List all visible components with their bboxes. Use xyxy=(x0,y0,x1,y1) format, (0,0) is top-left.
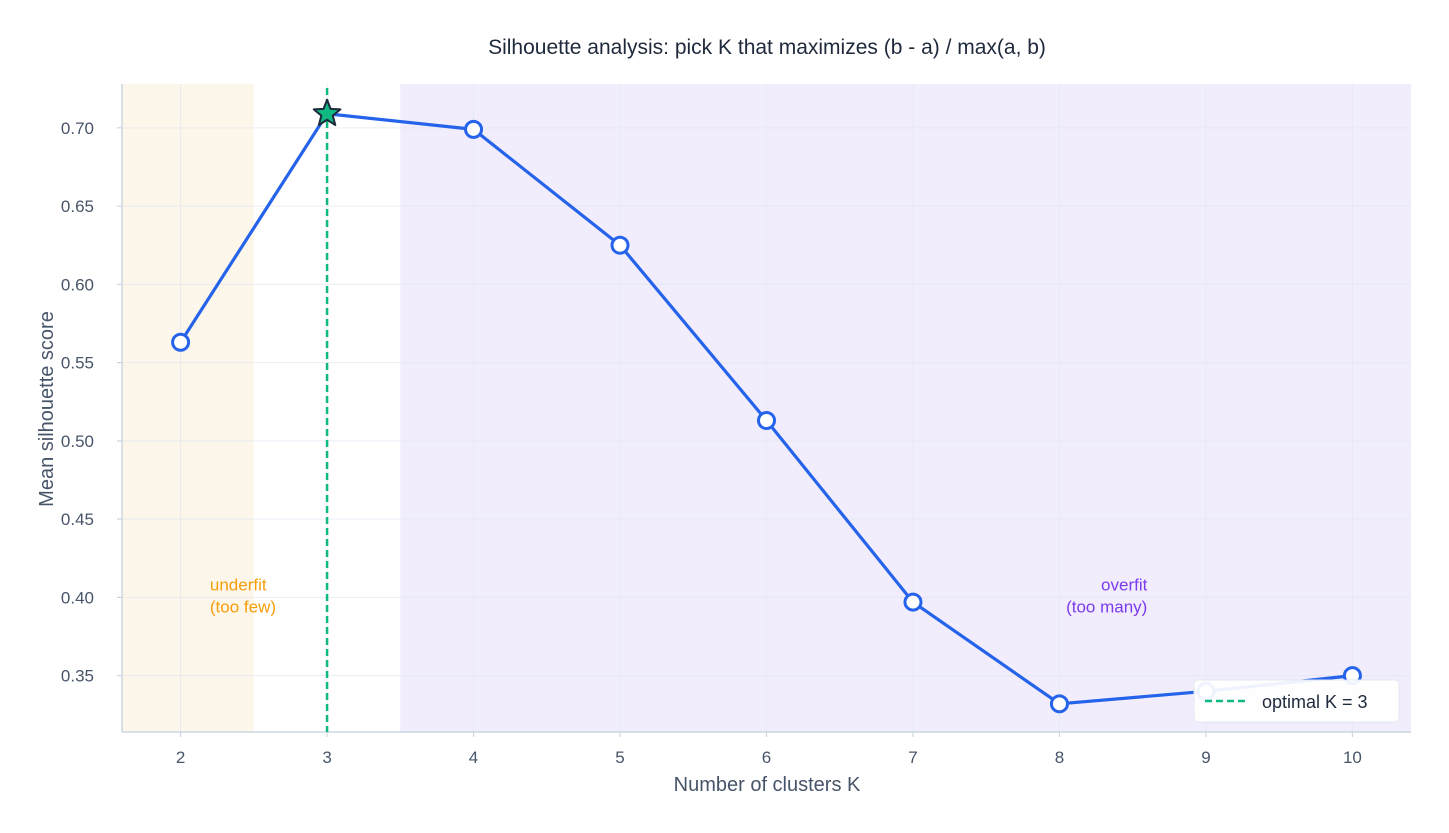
data-point xyxy=(464,119,484,139)
region-overfit xyxy=(400,84,1411,732)
x-tick-label: 7 xyxy=(908,748,917,767)
y-axis-label: Mean silhouette score xyxy=(36,311,58,507)
grid-layer xyxy=(122,84,1411,732)
data-point xyxy=(1049,694,1069,714)
ticks-layer: 2 3 4 5 6 7 8 9 10 0.35 0.40 0.45 0.50 0.55 0.60 0.65 0.… xyxy=(61,119,1362,767)
region-underfit xyxy=(122,84,254,732)
x-tick-label: 9 xyxy=(1201,748,1210,767)
y-tick-label: 0.35 xyxy=(61,667,94,686)
x-tick-label: 2 xyxy=(176,748,185,767)
data-point xyxy=(757,411,776,431)
data-point xyxy=(903,592,923,612)
legend-box xyxy=(1193,679,1400,723)
y-tick-label: 0.40 xyxy=(61,588,94,607)
x-tick-label: 10 xyxy=(1343,748,1362,767)
legend: optimal K = 3 xyxy=(1193,679,1400,723)
region-label-overfit: overfit xyxy=(1101,575,1148,594)
x-tick-label: 3 xyxy=(322,748,331,767)
x-tick-label: 4 xyxy=(469,748,478,767)
y-tick-label: 0.65 xyxy=(61,197,94,216)
data-point xyxy=(610,235,630,255)
annotation-layer: underfit (too few) overfit (too many) xyxy=(210,575,1148,616)
region-label-underfit: underfit xyxy=(210,575,267,594)
region-label-overfit: (too many) xyxy=(1066,597,1147,616)
y-tick-label: 0.45 xyxy=(61,510,94,529)
x-tick-label: 6 xyxy=(762,748,771,767)
chart-title: Silhouette analysis: pick K that maximiz… xyxy=(488,36,1046,59)
x-axis-label: Number of clusters K xyxy=(674,774,861,796)
x-tick-label: 5 xyxy=(615,748,624,767)
data-point xyxy=(171,332,191,352)
legend-label: optimal K = 3 xyxy=(1262,692,1368,712)
y-tick-label: 0.60 xyxy=(61,275,94,294)
x-tick-label: 8 xyxy=(1055,748,1064,767)
region-layer xyxy=(122,84,1411,732)
y-tick-label: 0.70 xyxy=(61,119,94,138)
region-label-underfit: (too few) xyxy=(210,597,276,616)
optimal-star-icon xyxy=(312,98,342,127)
y-tick-label: 0.55 xyxy=(61,354,94,373)
y-tick-label: 0.50 xyxy=(61,432,94,451)
